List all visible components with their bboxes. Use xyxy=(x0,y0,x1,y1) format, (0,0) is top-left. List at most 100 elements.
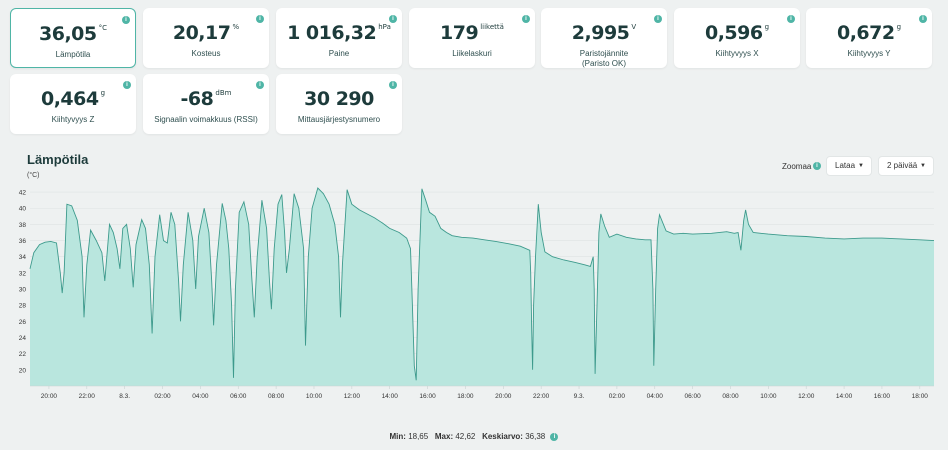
x-tick-label: 04:00 xyxy=(647,393,664,400)
time-range-dropdown-label: 2 päivää xyxy=(887,161,918,170)
y-tick-label: 22 xyxy=(19,351,27,358)
x-tick-label: 20:00 xyxy=(41,393,58,400)
stats-info-icon[interactable]: i xyxy=(550,432,559,441)
y-tick-label: 28 xyxy=(19,303,27,310)
y-tick-label: 30 xyxy=(19,287,27,294)
zoom-info-icon[interactable]: i xyxy=(813,162,821,170)
average-value: 36,38 xyxy=(525,432,546,441)
chart-stats: Min: 18,65 Max: 42,62 Keskiarvo: 36,38 i xyxy=(0,432,948,441)
info-icon[interactable]: i xyxy=(122,16,130,24)
x-tick-label: 10:00 xyxy=(306,393,323,400)
y-tick-label: 26 xyxy=(19,319,27,326)
info-icon[interactable]: i xyxy=(654,15,662,23)
y-tick-label: 24 xyxy=(19,335,27,342)
temperature-chart[interactable]: 20 22 24 26 28 30 32 34 36 38 40 42 20:00 22:00 8.3. 02… xyxy=(0,184,948,414)
max-value: 42,62 xyxy=(455,432,476,441)
y-tick-label: 34 xyxy=(19,254,27,261)
metric-value: 36,05 xyxy=(39,23,97,45)
x-tick-label: 04:00 xyxy=(192,393,209,400)
x-tick-label: 18:00 xyxy=(912,393,929,400)
metric-value: 2,995 xyxy=(571,22,630,44)
time-range-dropdown[interactable]: 2 päivää ▼ xyxy=(878,156,934,176)
metric-value: 0,596 xyxy=(704,22,763,44)
y-tick-label: 36 xyxy=(19,238,27,245)
metric-card-acceleration-z[interactable]: 0,464 g Kiihtyvyys Z i xyxy=(10,74,136,134)
x-tick-label: 02:00 xyxy=(609,393,626,400)
metric-unit: V xyxy=(631,23,637,31)
zoom-label: Zoomaa xyxy=(782,162,812,171)
download-dropdown[interactable]: Lataa ▼ xyxy=(826,156,872,176)
metric-unit: hPa xyxy=(378,23,391,31)
info-icon[interactable]: i xyxy=(787,15,795,23)
metric-label: Kiihtyvyys Z xyxy=(51,115,95,124)
temperature-line xyxy=(29,187,935,381)
info-icon[interactable]: i xyxy=(919,15,927,23)
x-tick-label: 18:00 xyxy=(457,393,474,400)
y-tick-label: 38 xyxy=(19,222,27,229)
metric-label: Kosteus xyxy=(191,49,221,58)
x-tick-label: 9.3. xyxy=(574,393,585,400)
metric-card-pressure[interactable]: 1 016,32 hPa Paine i xyxy=(276,8,402,68)
chevron-down-icon: ▼ xyxy=(858,163,864,169)
average-label: Keskiarvo: xyxy=(482,432,523,441)
metric-label: Kiihtyvyys Y xyxy=(847,49,891,58)
battery-status: (Paristo OK) xyxy=(581,59,626,68)
x-tick-label: 8.3. xyxy=(119,393,130,400)
min-value: 18,65 xyxy=(408,432,429,441)
metric-value: 20,17 xyxy=(172,22,231,44)
metric-card-acceleration-y[interactable]: 0,672 g Kiihtyvyys Y i xyxy=(806,8,932,68)
metric-label: Signaalin voimakkuus (RSSI) xyxy=(154,115,258,124)
min-label: Min: xyxy=(389,432,406,441)
info-icon[interactable]: i xyxy=(256,81,264,89)
x-tick-label: 12:00 xyxy=(344,393,361,400)
metric-value: -68 xyxy=(180,88,214,110)
metric-label: Paristojännite xyxy=(579,49,629,58)
x-tick-label: 06:00 xyxy=(230,393,247,400)
metric-value: 0,464 xyxy=(40,88,99,110)
info-icon[interactable]: i xyxy=(389,15,397,23)
metric-value: 0,672 xyxy=(836,22,895,44)
metric-label: Mittausjärjestysnumero xyxy=(297,115,381,124)
x-tick-label: 08:00 xyxy=(722,393,739,400)
x-tick-label: 06:00 xyxy=(684,393,701,400)
metric-value: 30 290 xyxy=(304,88,374,110)
metric-value: 179 xyxy=(440,22,479,44)
download-dropdown-label: Lataa xyxy=(835,161,856,170)
metric-value: 1 016,32 xyxy=(287,22,377,44)
info-icon[interactable]: i xyxy=(123,81,131,89)
max-label: Max: xyxy=(434,432,454,441)
metric-card-measurement-sequence[interactable]: 30 290 Mittausjärjestysnumero i xyxy=(276,74,402,134)
temperature-area xyxy=(30,188,934,386)
metric-unit: g xyxy=(764,23,770,31)
info-icon[interactable]: i xyxy=(256,15,264,23)
x-tick-label: 20:00 xyxy=(495,393,512,400)
metric-label: Liikelaskuri xyxy=(452,49,492,58)
metric-label: Paine xyxy=(328,49,350,58)
x-tick-label: 22:00 xyxy=(79,393,96,400)
metric-unit: % xyxy=(232,23,240,31)
metric-card-rssi[interactable]: -68 dBm Signaalin voimakkuus (RSSI) i xyxy=(143,74,269,134)
metric-unit: liikettä xyxy=(480,23,504,31)
y-tick-label: 20 xyxy=(19,367,27,374)
metric-card-movement-counter[interactable]: 179 liikettä Liikelaskuri i xyxy=(409,8,535,68)
metric-label: Kiihtyvyys X xyxy=(715,49,759,58)
metric-card-temperature[interactable]: 36,05 °C Lämpötila i xyxy=(10,8,136,68)
x-tick-label: 16:00 xyxy=(419,393,436,400)
x-tick-label: 12:00 xyxy=(798,393,815,400)
x-tick-label: 16:00 xyxy=(874,393,891,400)
metric-card-humidity[interactable]: 20,17% Kosteus i xyxy=(143,8,269,68)
metric-unit: g xyxy=(896,23,902,31)
metric-card-acceleration-x[interactable]: 0,596 g Kiihtyvyys X i xyxy=(674,8,800,68)
x-tick-label: 02:00 xyxy=(154,393,171,400)
metric-card-battery-voltage[interactable]: 2,995 V Paristojännite (Paristo OK) i xyxy=(541,8,667,68)
y-tick-label: 42 xyxy=(19,190,27,197)
chart-unit-label: (°C) xyxy=(27,172,40,179)
metric-unit: °C xyxy=(98,24,107,32)
x-tick-label: 10:00 xyxy=(760,393,777,400)
info-icon[interactable]: i xyxy=(389,81,397,89)
x-tick-label: 22:00 xyxy=(533,393,550,400)
chart-title: Lämpötila xyxy=(27,152,89,167)
info-icon[interactable]: i xyxy=(522,15,530,23)
metric-unit: dBm xyxy=(215,89,232,97)
x-tick-label: 08:00 xyxy=(268,393,285,400)
